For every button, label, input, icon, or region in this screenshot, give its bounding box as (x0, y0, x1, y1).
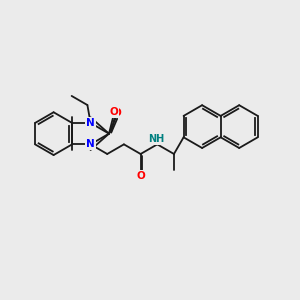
Text: O: O (109, 107, 118, 117)
Text: N: N (86, 118, 95, 128)
Text: O: O (136, 171, 145, 181)
Text: N: N (86, 140, 95, 149)
Text: NH: NH (148, 134, 164, 144)
Text: O: O (112, 108, 121, 118)
